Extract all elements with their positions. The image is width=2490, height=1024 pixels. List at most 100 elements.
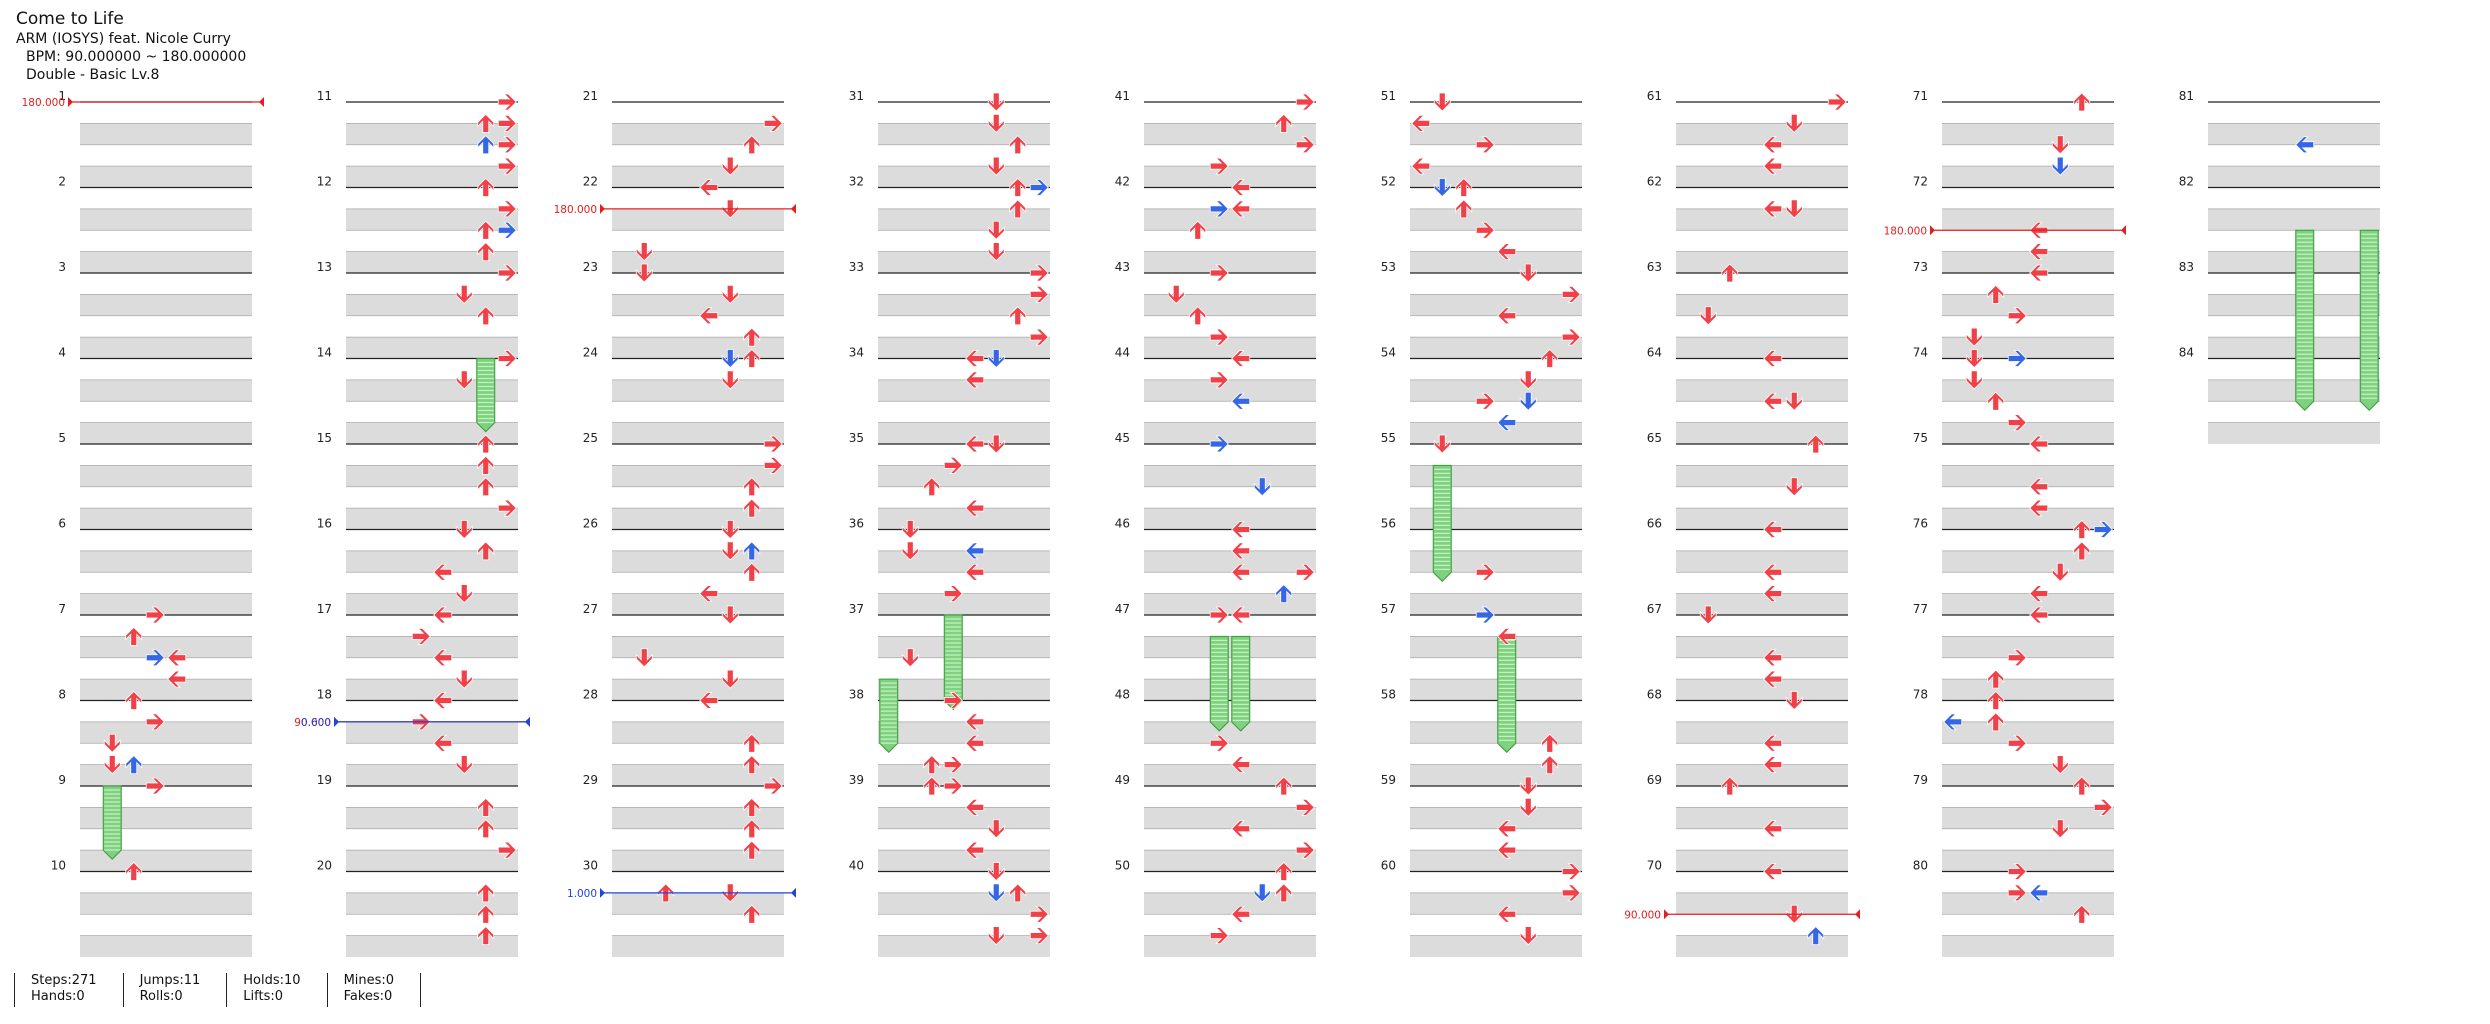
down-arrow-icon [1965,370,1983,390]
chart-row-band [1676,593,1848,615]
chart-row-band [612,721,784,744]
up-arrow-icon [477,883,495,903]
down-arrow-icon [2051,819,2069,839]
chart-row-band [346,166,518,188]
down-arrow-icon [1253,883,1271,903]
measure-number: 74 [1913,346,1928,360]
measure-number: 8 [58,688,66,702]
stat-group-jumps: Jumps:11 Rolls:0 [122,973,227,1007]
left-arrow-icon [1763,136,1783,154]
chart-row-band [1144,508,1316,530]
chart-row-band [612,379,784,402]
chart-row-band [612,636,784,658]
measure-number: 18 [317,688,332,702]
measure-number: 9 [58,773,66,787]
measure-number: 32 [849,175,864,189]
chart-row-band [1676,721,1848,744]
right-arrow-icon [1295,841,1315,859]
down-arrow-icon [987,862,1005,882]
measure-number: 23 [583,260,598,274]
chart-row-band [1144,379,1316,402]
down-arrow-icon [1519,370,1537,390]
right-arrow-icon [1561,863,1581,880]
chart-row-band [1144,337,1316,359]
measure-number: 2 [58,175,66,189]
measure-number: 17 [317,602,332,616]
measure-number: 45 [1115,431,1130,445]
left-arrow-icon [2029,435,2049,453]
stop-tick-left [334,716,339,727]
chart-row-band [346,294,518,316]
chart-row-band [80,337,252,359]
left-arrow-icon [1497,414,1517,432]
right-arrow-icon [1295,136,1315,154]
left-arrow-icon [965,563,985,581]
measure-number: 70 [1647,859,1662,873]
chart-row-band [80,166,252,188]
chart-row-band [1676,294,1848,316]
up-arrow-icon [1275,883,1293,903]
down-arrow-icon [635,648,653,668]
chart-row-band [1676,508,1848,530]
up-arrow-icon [743,840,761,860]
chart-row-band [80,379,252,402]
chart-row-band [80,721,252,744]
down-arrow-icon [1433,178,1451,198]
measure-number: 47 [1115,602,1130,616]
left-arrow-icon [1231,820,1251,838]
right-arrow-icon [1209,927,1229,945]
down-arrow-icon [721,669,739,689]
right-arrow-icon [2007,734,2027,752]
right-arrow-icon [1209,264,1229,282]
right-arrow-icon [1209,200,1229,218]
chart-row-band [612,208,784,231]
chart-row-band [1942,935,2114,957]
chart-row-band [1144,850,1316,872]
chart-row-band [1942,508,2114,530]
down-arrow-icon [1433,434,1451,454]
bpm-change-tick-left [1930,225,1935,236]
chart-row-band [1410,593,1582,615]
chart-row-band [1942,593,2114,615]
up-arrow-icon [1189,220,1207,240]
chart-row-band [346,465,518,487]
stats-end-divider [420,973,422,1007]
chart-row-band [878,935,1050,957]
chart-row-band [1676,892,1848,915]
measure-number: 26 [583,517,598,531]
right-arrow-icon [1295,563,1315,581]
left-arrow-icon [1763,350,1783,367]
left-arrow-icon [1763,157,1783,175]
stat-group-steps: Steps:271 Hands:0 [14,973,123,1007]
arrow-notes [103,92,2315,946]
chart-row-band [346,123,518,145]
chart-row-band [1676,337,1848,359]
measure-number: 15 [317,431,332,445]
chart-row-band [1144,721,1316,744]
left-arrow-icon [1763,820,1783,838]
up-arrow-icon [125,626,143,646]
down-arrow-icon [455,669,473,689]
left-arrow-icon [1763,585,1783,603]
chart-row-band [80,123,252,145]
measure-number: 29 [583,773,598,787]
stat-rolls: Rolls:0 [139,989,183,1004]
down-arrow-icon [455,370,473,390]
measure-number: 53 [1381,260,1396,274]
hold-notes [102,229,2379,860]
chart-row-band [80,850,252,872]
down-arrow-icon [1167,284,1185,304]
right-arrow-icon [2093,521,2113,538]
right-arrow-icon [2093,798,2113,816]
measure-number: 14 [317,346,332,360]
stat-group-holds: Holds:10 Lifts:0 [226,973,326,1007]
down-arrow-icon [1699,605,1717,625]
up-arrow-icon [125,755,143,775]
left-arrow-icon [2029,585,2049,603]
bpm-change-label: 180.000 [554,204,597,216]
down-arrow-icon [1519,797,1537,817]
right-arrow-icon [943,692,963,709]
left-arrow-icon [2029,478,2049,496]
down-arrow-icon [721,349,739,369]
stats-bar: Steps:271 Hands:0 Jumps:11 Rolls:0 Holds… [14,973,422,1007]
